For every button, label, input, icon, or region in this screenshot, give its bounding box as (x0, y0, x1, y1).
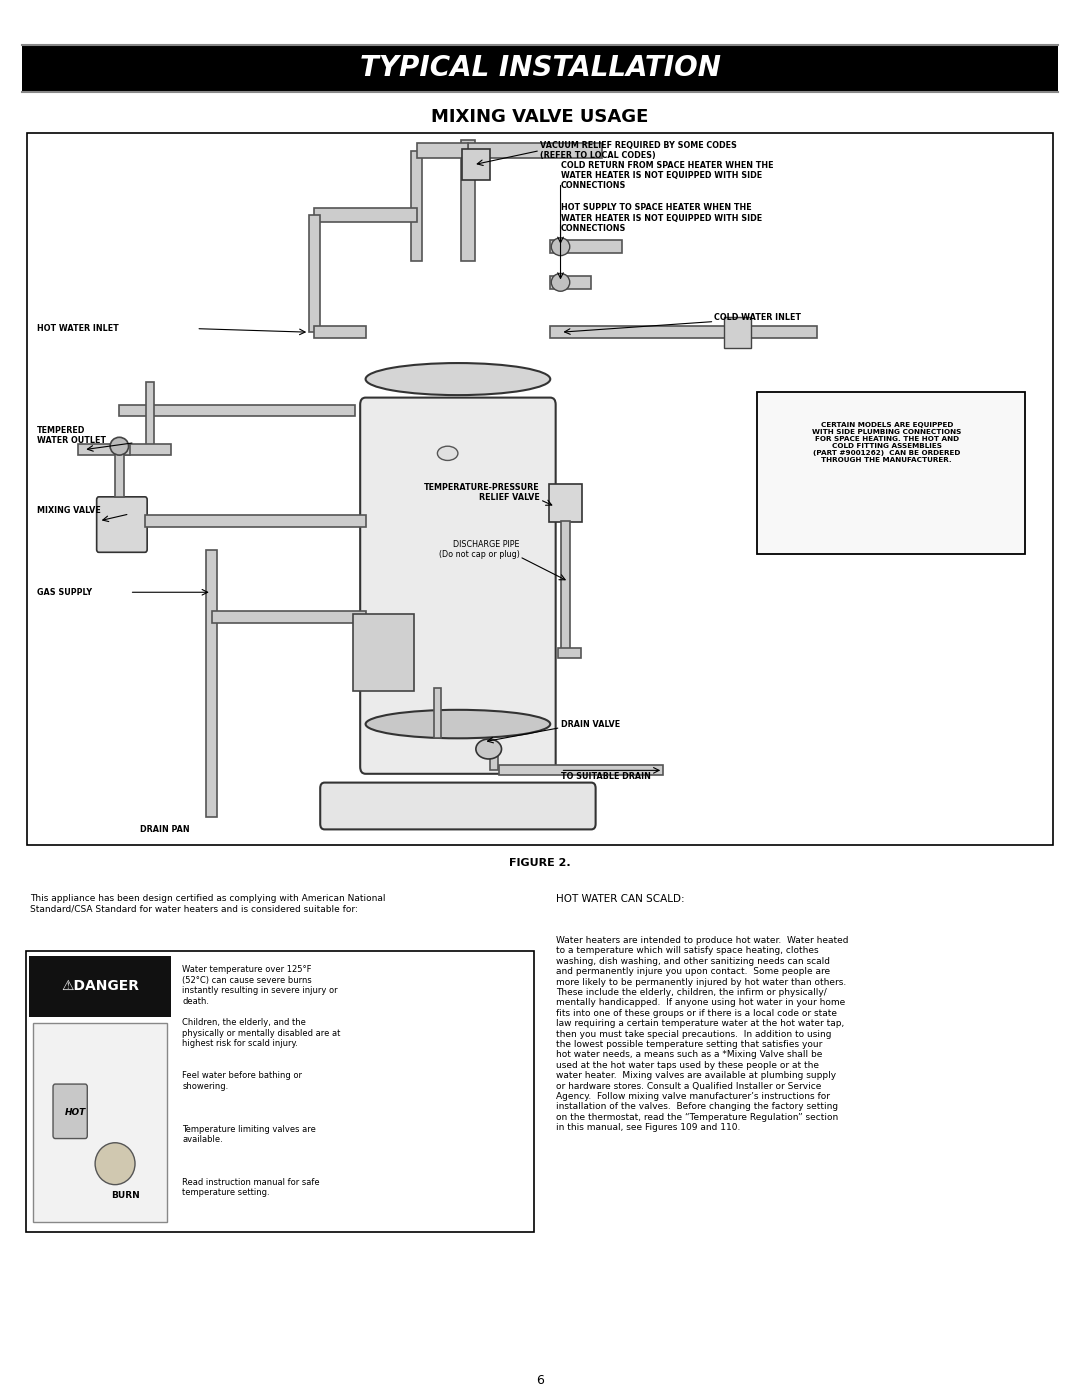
FancyBboxPatch shape (22, 45, 1058, 92)
Bar (119, 444, 171, 455)
Text: Read instruction manual for safe
temperature setting.: Read instruction manual for safe tempera… (183, 1178, 320, 1197)
Ellipse shape (365, 710, 551, 739)
Ellipse shape (110, 437, 129, 455)
Text: BURN: BURN (110, 1192, 139, 1200)
Text: TEMPERED
WATER OUTLET: TEMPERED WATER OUTLET (37, 426, 106, 446)
Text: HOT SUPPLY TO SPACE HEATER WHEN THE
WATER HEATER IS NOT EQUIPPED WITH SIDE
CONNE: HOT SUPPLY TO SPACE HEATER WHEN THE WATE… (561, 204, 761, 233)
Bar (551, 326, 818, 338)
Bar (490, 749, 498, 770)
FancyBboxPatch shape (26, 951, 534, 1232)
Bar (551, 240, 622, 253)
Text: COLD WATER INLET: COLD WATER INLET (715, 313, 801, 323)
Text: HOT: HOT (65, 1108, 85, 1116)
FancyBboxPatch shape (353, 615, 414, 692)
Ellipse shape (476, 739, 501, 759)
FancyBboxPatch shape (724, 317, 752, 348)
Text: TO SUITABLE DRAIN: TO SUITABLE DRAIN (561, 771, 650, 781)
Text: DRAIN PAN: DRAIN PAN (140, 826, 189, 834)
Text: DISCHARGE PIPE
(Do not cap or plug): DISCHARGE PIPE (Do not cap or plug) (438, 539, 519, 559)
Bar (314, 208, 417, 222)
Bar (499, 766, 663, 775)
Bar (114, 446, 123, 497)
Ellipse shape (437, 446, 458, 461)
Bar (434, 689, 441, 738)
Text: Water heaters are intended to produce hot water.  Water heated
to a temperature : Water heaters are intended to produce ho… (556, 936, 849, 1132)
Text: DRAIN VALVE: DRAIN VALVE (561, 719, 620, 729)
FancyBboxPatch shape (53, 1084, 87, 1139)
FancyBboxPatch shape (27, 133, 1053, 845)
FancyBboxPatch shape (757, 393, 1025, 553)
Ellipse shape (365, 363, 551, 395)
FancyBboxPatch shape (360, 398, 555, 774)
Text: Water temperature over 125°F
(52°C) can cause severe burns
instantly resulting i: Water temperature over 125°F (52°C) can … (183, 965, 338, 1006)
FancyBboxPatch shape (97, 497, 147, 552)
Ellipse shape (95, 1143, 135, 1185)
FancyBboxPatch shape (320, 782, 596, 830)
Text: ⚠DANGER: ⚠DANGER (62, 979, 139, 993)
FancyBboxPatch shape (462, 149, 490, 180)
Text: HOT WATER CAN SCALD:: HOT WATER CAN SCALD: (556, 894, 685, 904)
Text: “considered suitable for water (potable) heating and space heating.”
Refer to th: “considered suitable for water (potable)… (30, 1074, 343, 1094)
Text: Temperature limiting valves are
available.: Temperature limiting valves are availabl… (183, 1125, 316, 1144)
Bar (309, 215, 320, 332)
Text: Children, the elderly, and the
physically or mentally disabled are at
highest ri: Children, the elderly, and the physicall… (183, 1018, 341, 1048)
Bar (558, 648, 581, 658)
Ellipse shape (551, 237, 570, 256)
Bar (119, 405, 355, 416)
Text: TYPICAL INSTALLATION: TYPICAL INSTALLATION (360, 54, 720, 82)
Text: Water (Potable) Heating and Space Heating:: Water (Potable) Heating and Space Heatin… (30, 1048, 257, 1056)
Bar (206, 549, 217, 817)
Ellipse shape (551, 274, 570, 291)
Text: HOT WATER INLET: HOT WATER INLET (37, 324, 119, 332)
Bar (562, 521, 570, 652)
Bar (146, 381, 154, 453)
Bar (417, 142, 469, 158)
Text: VACUUM RELIEF REQUIRED BY SOME CODES
(REFER TO LOCAL CODES): VACUUM RELIEF REQUIRED BY SOME CODES (RE… (540, 141, 737, 161)
Text: Water (Potable) Heating:: Water (Potable) Heating: (30, 971, 158, 979)
Bar (469, 142, 602, 158)
Text: 6: 6 (536, 1373, 544, 1387)
Text: Certain models are: Certain models are (262, 1048, 352, 1056)
Bar (551, 277, 592, 289)
Text: MIXING VALVE USAGE: MIXING VALVE USAGE (431, 109, 649, 126)
FancyBboxPatch shape (29, 956, 171, 1017)
Text: All models are “considered suitable for
water (potable) heating.”: All models are “considered suitable for … (158, 971, 337, 990)
Text: CERTAIN MODELS ARE EQUIPPED
WITH SIDE PLUMBING CONNECTIONS
FOR SPACE HEATING. TH: CERTAIN MODELS ARE EQUIPPED WITH SIDE PL… (812, 422, 961, 464)
Text: COLD RETURN FROM SPACE HEATER WHEN THE
WATER HEATER IS NOT EQUIPPED WITH SIDE
CO: COLD RETURN FROM SPACE HEATER WHEN THE W… (561, 161, 773, 190)
Text: TEMPERATURE-PRESSURE
RELIEF VALVE: TEMPERATURE-PRESSURE RELIEF VALVE (424, 483, 540, 502)
Text: This appliance has been design certified as complying with American National
Sta: This appliance has been design certified… (30, 894, 386, 914)
Text: GAS SUPPLY: GAS SUPPLY (37, 588, 93, 597)
Bar (145, 515, 365, 527)
Text: FIGURE 2.: FIGURE 2. (509, 858, 571, 869)
FancyBboxPatch shape (549, 483, 582, 522)
Bar (314, 326, 365, 338)
Text: MIXING VALVE: MIXING VALVE (37, 506, 102, 515)
Text: Feel water before bathing or
showering.: Feel water before bathing or showering. (183, 1071, 302, 1091)
Bar (79, 444, 130, 455)
Bar (411, 151, 422, 261)
Bar (212, 610, 365, 623)
FancyBboxPatch shape (33, 1023, 166, 1222)
Bar (461, 140, 475, 261)
